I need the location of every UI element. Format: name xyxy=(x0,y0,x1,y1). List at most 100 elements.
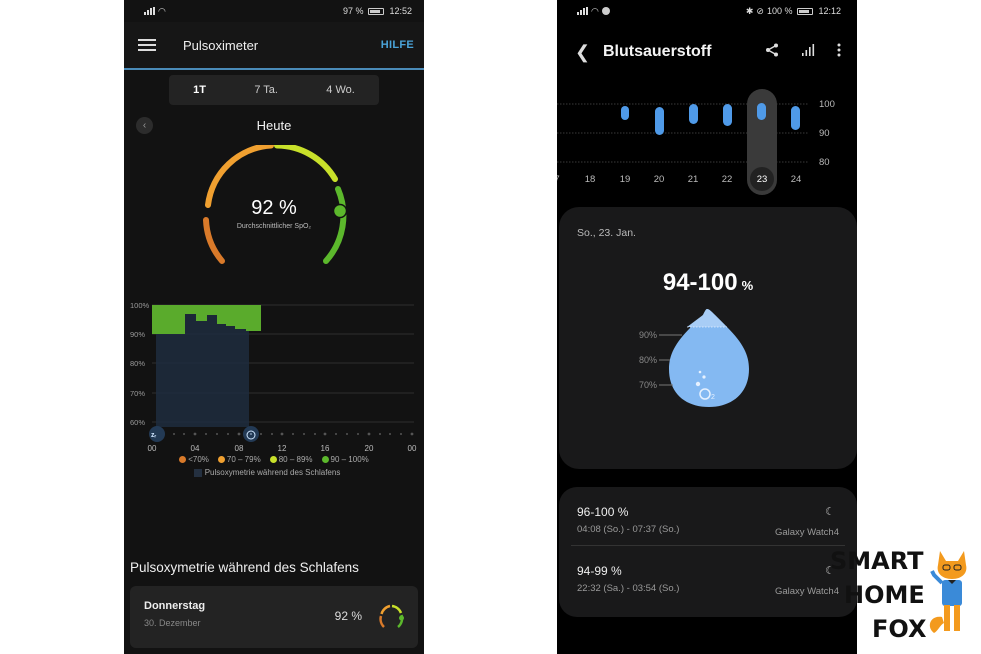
svg-text:23: 23 xyxy=(757,174,768,185)
svg-text:7: 7 xyxy=(557,174,560,185)
entry-time: 22:32 (Sa.) - 03:54 (So.) xyxy=(577,583,680,594)
pulseoximeter-screen: ◠ 97 % 12:52 Pulsoximeter HILFE 1T 7 Ta.… xyxy=(124,0,424,654)
gauge-value: 92 % xyxy=(251,197,297,219)
day-navigator: ‹ Heute xyxy=(124,105,424,145)
spotify-icon xyxy=(601,7,610,15)
battery-percent: 100 % xyxy=(766,6,793,16)
detail-date: So., 23. Jan. xyxy=(577,227,636,239)
alarm-clock-icon xyxy=(243,426,259,442)
logo-line-home: HOME xyxy=(844,581,925,609)
moon-icon: ☾ xyxy=(825,506,835,518)
svg-text:20: 20 xyxy=(365,444,374,453)
legend-70-79: 70 – 79% xyxy=(217,455,261,464)
svg-text:12: 12 xyxy=(278,444,287,453)
legend-sleep: Pulsoxymetrie während des Schlafens xyxy=(124,468,424,477)
svg-text:24: 24 xyxy=(791,174,802,185)
battery-icon xyxy=(368,7,385,15)
svg-text:80%: 80% xyxy=(130,359,145,368)
spo2-gauge: 92 % Durchschnittlicher SpO₂ xyxy=(124,145,424,285)
range-tabs: 1T 7 Ta. 4 Wo. xyxy=(169,75,379,105)
sleep-weekday: Donnerstag xyxy=(144,600,206,612)
app-title: Pulsoximeter xyxy=(183,37,259,53)
fox-mascot-icon xyxy=(929,551,967,633)
smart-home-fox-logo: SMART HOME FOX xyxy=(830,545,975,650)
wifi-icon: ◠ xyxy=(591,5,599,16)
sleep-value: 92 % xyxy=(334,609,362,623)
section-title: Pulsoxymetrie während des Schlafens xyxy=(130,560,359,575)
status-bar: ◠ ✱ ⊘ 100 % 12:12 xyxy=(557,0,857,22)
sleep-record-card[interactable]: Donnerstag 30. Dezember 92 % xyxy=(130,586,418,648)
svg-text:zᵣ: zᵣ xyxy=(151,432,157,439)
mute-icon: ⊘ xyxy=(756,5,764,16)
daily-range-chart[interactable]: 100 90 80 7 18 19 20 21 22 23 24 xyxy=(557,82,857,195)
svg-text:22: 22 xyxy=(722,174,733,185)
svg-text:90%: 90% xyxy=(639,330,657,340)
range-bars-plot: 100 90 80 7 18 19 20 21 22 23 24 xyxy=(557,89,835,195)
clock: 12:12 xyxy=(818,6,841,16)
detail-range: 94-100% xyxy=(662,269,754,296)
sleep-date: 30. Dezember xyxy=(144,618,201,628)
svg-text:100: 100 xyxy=(819,99,835,110)
entry-value: 94-99 % xyxy=(577,564,622,578)
chart-legend: <70% 70 – 79% 80 – 89% 90 – 100% Pulsoxy… xyxy=(124,455,424,477)
back-arrow-icon[interactable]: ❮ xyxy=(575,41,591,62)
svg-text:70%: 70% xyxy=(639,380,657,390)
tab-1-day[interactable]: 1T xyxy=(193,84,206,96)
entry-device: Galaxy Watch4 xyxy=(774,586,839,597)
clock: 12:52 xyxy=(389,6,412,16)
tab-7-days[interactable]: 7 Ta. xyxy=(254,84,278,96)
chevron-left-icon[interactable]: ‹ xyxy=(136,117,153,134)
svg-text:70%: 70% xyxy=(130,389,145,398)
svg-text:19: 19 xyxy=(620,174,631,185)
legend-lt70: <70% xyxy=(179,455,209,464)
mini-gauge-icon xyxy=(379,604,404,628)
svg-text:80%: 80% xyxy=(639,355,657,365)
svg-text:00: 00 xyxy=(148,444,157,453)
app-bar: Pulsoximeter HILFE xyxy=(124,22,424,68)
battery-icon xyxy=(797,7,814,15)
battery-percent: 97 % xyxy=(342,6,364,16)
svg-text:80: 80 xyxy=(819,157,830,168)
signal-icon xyxy=(577,7,588,15)
svg-text:08: 08 xyxy=(235,444,244,453)
gauge-arc-icon xyxy=(203,145,348,264)
spo2-day-chart: 100% 90% 80% 70% 60% zᵣ xyxy=(124,293,424,483)
svg-text:100%: 100% xyxy=(130,301,150,310)
bluetooth-icon: ✱ xyxy=(745,5,754,16)
measurement-list: 96-100 % 04:08 (So.) - 07:37 (So.) ☾ Gal… xyxy=(559,487,857,617)
moon-icon: ☾ xyxy=(825,565,835,577)
more-vert-icon[interactable] xyxy=(837,43,841,62)
accent-divider xyxy=(124,68,424,70)
app-bar: ❮ Blutsauerstoff xyxy=(557,4,857,82)
page-title: Blutsauerstoff xyxy=(603,43,712,60)
svg-text:60%: 60% xyxy=(130,418,145,427)
gauge-subtitle: Durchschnittlicher SpO₂ xyxy=(236,223,312,230)
oxygen-drop-icon: 90% 80% 70% 2 xyxy=(639,309,749,407)
list-item[interactable]: 94-99 % 22:32 (Sa.) - 03:54 (So.) ☾ Gala… xyxy=(571,545,845,603)
svg-text:90: 90 xyxy=(819,128,830,139)
sleep-start-icon xyxy=(149,426,165,442)
legend-80-89: 80 – 89% xyxy=(269,455,313,464)
wifi-icon: ◠ xyxy=(158,5,166,16)
day-chart-plot: 100% 90% 80% 70% 60% zᵣ xyxy=(130,301,417,453)
svg-text:04: 04 xyxy=(191,444,200,453)
menu-icon[interactable] xyxy=(138,39,156,51)
svg-text:16: 16 xyxy=(321,444,330,453)
help-button[interactable]: HILFE xyxy=(380,39,414,51)
svg-text:21: 21 xyxy=(688,174,699,185)
svg-text:18: 18 xyxy=(585,174,596,185)
svg-text:20: 20 xyxy=(654,174,665,185)
blood-oxygen-screen: ◠ ✱ ⊘ 100 % 12:12 ❮ Blutsauerstoff xyxy=(557,0,857,654)
bar-chart-icon[interactable] xyxy=(801,43,815,62)
list-item[interactable]: 96-100 % 04:08 (So.) - 07:37 (So.) ☾ Gal… xyxy=(559,487,857,545)
svg-text:90%: 90% xyxy=(130,330,145,339)
day-label: Heute xyxy=(256,117,292,133)
logo-line-fox: FOX xyxy=(872,615,927,643)
detail-card: So., 23. Jan. 94-100% 90% 80% 70% 2 xyxy=(559,207,857,469)
tab-4-weeks[interactable]: 4 Wo. xyxy=(326,84,355,96)
legend-90-100: 90 – 100% xyxy=(321,455,369,464)
svg-text:2: 2 xyxy=(711,394,715,401)
entry-time: 04:08 (So.) - 07:37 (So.) xyxy=(577,524,680,535)
share-icon[interactable] xyxy=(765,43,779,62)
